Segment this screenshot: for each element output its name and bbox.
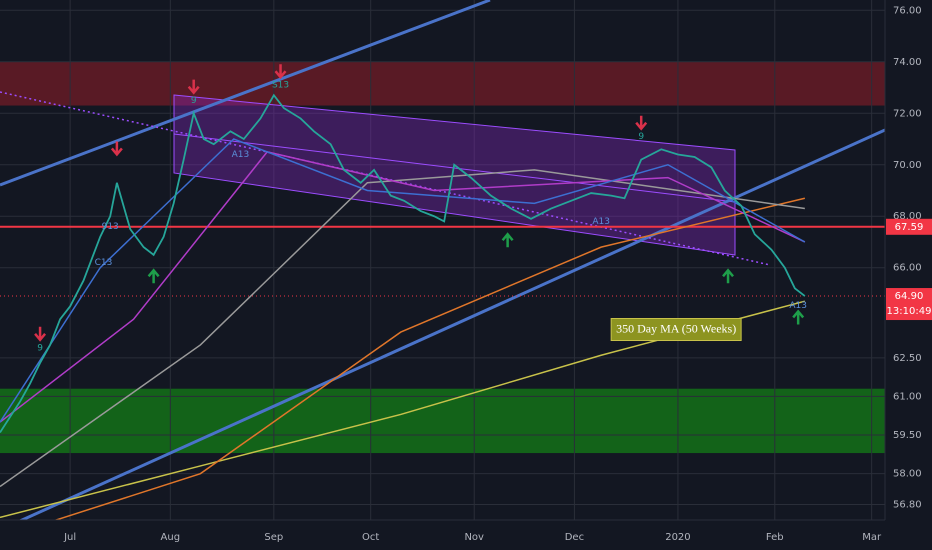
y-tick-label: 68.00: [893, 211, 922, 222]
x-tick-label: Mar: [862, 532, 882, 543]
signal-arrow: [274, 64, 287, 80]
x-tick-label: Sep: [264, 532, 283, 543]
countdown: 13:10:49: [887, 306, 932, 317]
x-tick-label: Dec: [565, 532, 584, 543]
signal-label: A13: [789, 301, 807, 311]
trend-line: [18, 128, 885, 520]
signal-arrow: [501, 232, 514, 248]
zone: [0, 388, 885, 454]
x-tick-label: Aug: [161, 532, 181, 543]
signal-arrow: [635, 115, 648, 131]
signal-label: 9: [638, 132, 644, 142]
signal-label: 9: [191, 96, 197, 106]
plot: 9 9 S13 A13 C13 913 9 A13 A13: [0, 0, 885, 520]
signal-arrow: [792, 309, 805, 325]
moving-average: [0, 138, 806, 423]
x-tick-label: Jul: [63, 532, 76, 543]
signal-arrow: [147, 268, 160, 284]
signal-label: C13: [95, 258, 113, 268]
level-label: 67.59: [895, 222, 924, 233]
signal-arrow: [34, 326, 47, 342]
x-tick-label: Oct: [362, 532, 379, 543]
x-tick-label: Nov: [464, 532, 484, 543]
signal-arrow: [722, 268, 734, 284]
moving-average: [53, 197, 806, 520]
signal-label: S13: [272, 81, 289, 91]
y-tick-label: 70.00: [893, 160, 922, 171]
dotted-trend: [0, 91, 771, 266]
y-tick-label: 56.80: [893, 500, 922, 511]
y-tick-label: 61.00: [893, 391, 922, 402]
signal-label: 9: [37, 343, 43, 353]
y-tick-label: 66.00: [893, 263, 922, 274]
price-line: [0, 93, 806, 433]
signal-label: A13: [232, 150, 250, 160]
signal-label: 913: [102, 222, 119, 232]
signal-arrow: [110, 141, 123, 157]
annotation-box: [610, 318, 742, 342]
last-price-label: 64.90: [895, 291, 924, 302]
y-tick-label: 58.00: [893, 469, 922, 480]
y-tick-label: 59.50: [893, 430, 922, 441]
signal-label: A13: [592, 217, 610, 227]
trend-line: [0, 0, 491, 187]
x-tick-label: 2020: [665, 532, 690, 543]
last-price-box: [886, 288, 932, 321]
y-tick-label: 62.50: [893, 353, 922, 364]
moving-average: [0, 169, 805, 488]
y-tick-label: 72.00: [893, 108, 922, 119]
y-tick-label: 74.00: [893, 57, 922, 68]
y-tick-label: 76.00: [893, 5, 922, 16]
channel: [173, 94, 736, 256]
x-tick-label: Feb: [766, 532, 784, 543]
annotation: 350 Day MA (50 Weeks): [616, 321, 736, 335]
zone: [0, 61, 885, 106]
moving-average: [0, 151, 806, 423]
level-box: [886, 218, 932, 235]
signal-arrow: [187, 79, 200, 95]
